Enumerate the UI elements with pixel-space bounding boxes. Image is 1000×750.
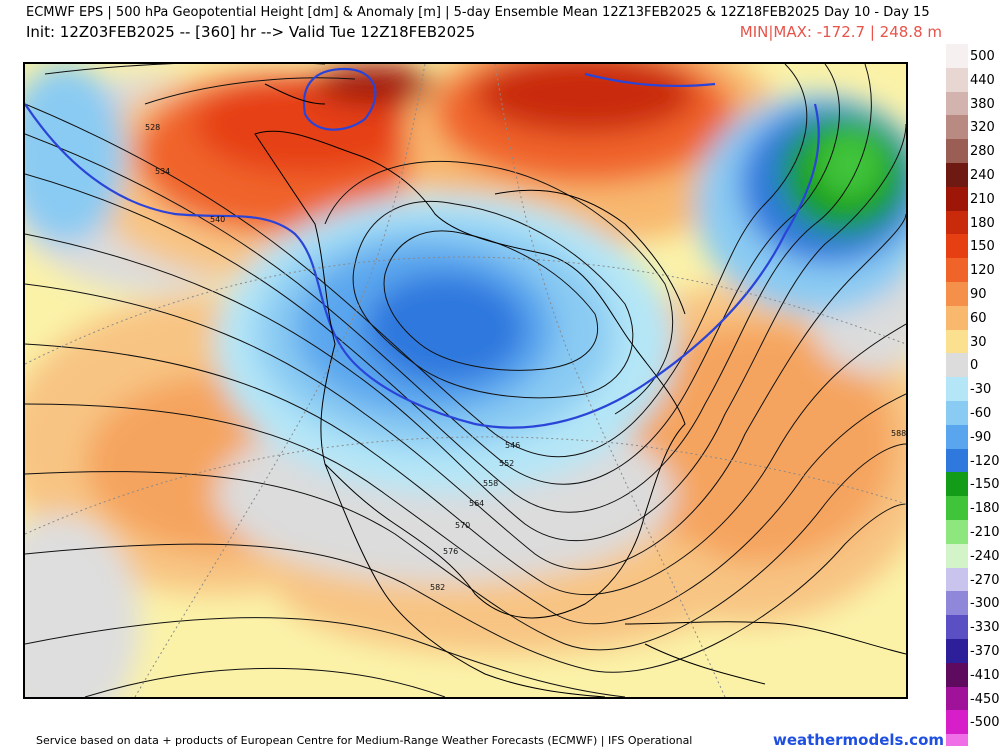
legend-label: -240 [970, 548, 1000, 564]
legend-label: -370 [970, 644, 1000, 659]
legend-swatch [946, 591, 968, 617]
contour-label-570: 570 [455, 521, 470, 530]
legend-swatch [946, 44, 968, 69]
legend-label: 90 [970, 287, 987, 302]
legend-swatch [946, 496, 968, 521]
legend-swatch [946, 210, 968, 236]
highlighted-contours [25, 67, 820, 429]
contour-label-552: 552 [499, 459, 514, 468]
legend-label: -30 [970, 382, 992, 398]
map-canvas: 528 534 540 546 552 558 564 570 576 582 … [25, 64, 906, 697]
legend-swatch [946, 282, 968, 307]
legend-swatch [946, 615, 968, 640]
legend-label: 320 [970, 120, 995, 136]
legend-label: 380 [970, 96, 995, 112]
legend-label: -300 [970, 596, 1000, 612]
legend-swatch [946, 639, 968, 664]
legend-swatch [946, 305, 968, 331]
legend-swatch [946, 401, 968, 426]
contour-label-546: 546 [505, 441, 520, 450]
legend-swatch [946, 686, 968, 712]
legend-label: -210 [970, 525, 1000, 540]
legend-label: -180 [970, 501, 1000, 517]
legend-label: 150 [970, 239, 995, 255]
brand-logo-text: weathermodels.com [772, 731, 944, 749]
legend-swatch [946, 234, 968, 260]
legend-label: -150 [970, 477, 1000, 493]
legend-label: -90 [970, 429, 992, 445]
data-credit: Service based on data + products of Euro… [36, 734, 693, 747]
legend-label: 120 [970, 263, 995, 279]
legend-swatch [946, 353, 968, 379]
contour-label-588: 588 [891, 429, 906, 438]
legend-label: 0 [970, 358, 979, 374]
legend-swatch [946, 186, 968, 212]
contour-label-534: 534 [155, 167, 170, 176]
contour-label-528: 528 [145, 123, 160, 132]
legend-swatch [946, 329, 968, 355]
legend-swatch [946, 567, 968, 593]
legend-swatch [946, 543, 968, 569]
anomaly-shading [25, 64, 906, 697]
legend-swatch [946, 424, 968, 450]
legend-swatch [946, 67, 968, 93]
legend-label: -410 [970, 667, 1000, 683]
contour-label-540: 540 [210, 215, 225, 224]
legend-swatch [946, 139, 968, 164]
color-legend: 500 440 380 320 280 240 210 180 150 120 90 60 30 0 -30… [946, 44, 1000, 747]
legend-label: -60 [970, 406, 992, 421]
legend-swatch [946, 258, 968, 283]
legend-label: -330 [970, 620, 1000, 636]
legend-label: 30 [970, 334, 987, 350]
legend-label: 240 [970, 168, 995, 183]
contour-label-576: 576 [443, 547, 458, 556]
legend-label: 280 [970, 144, 995, 160]
min-max-readout: MIN|MAX: -172.7 | 248.8 m [739, 23, 942, 41]
legend-swatch [946, 472, 968, 498]
legend-swatch [946, 163, 968, 188]
legend-label: 180 [970, 215, 995, 231]
contour-label-558: 558 [483, 479, 498, 488]
coastlines [254, 83, 906, 697]
legend-swatch [946, 91, 968, 117]
init-valid-line: Init: 12Z03FEB2025 -- [360] hr --> Valid… [26, 23, 476, 41]
legend-swatch [946, 520, 968, 545]
legend-swatch [946, 115, 968, 141]
legend-label: 210 [970, 191, 995, 207]
legend-label: 500 [970, 49, 995, 64]
height-contours [25, 64, 906, 697]
contour-label-582: 582 [430, 583, 445, 592]
legend-swatch [946, 662, 968, 688]
anomaly-map: 528 534 540 546 552 558 564 570 576 582 … [23, 62, 908, 699]
legend-label: -270 [970, 572, 1000, 588]
legend-swatch [946, 710, 968, 736]
contour-labels: 528 534 540 546 552 558 564 570 576 582 … [145, 123, 906, 592]
legend-swatch-end [946, 734, 968, 747]
legend-label: -450 [970, 691, 1000, 707]
legend-label: 440 [970, 72, 995, 88]
legend-swatch [946, 448, 968, 474]
legend-swatch [946, 377, 968, 402]
chart-title: ECMWF EPS | 500 hPa Geopotential Height … [26, 5, 930, 20]
graticule [25, 64, 906, 697]
legend-label: -500 [970, 715, 1000, 731]
contour-label-564: 564 [469, 499, 484, 508]
legend-label: -120 [970, 453, 1000, 469]
legend-label: 60 [970, 310, 987, 326]
